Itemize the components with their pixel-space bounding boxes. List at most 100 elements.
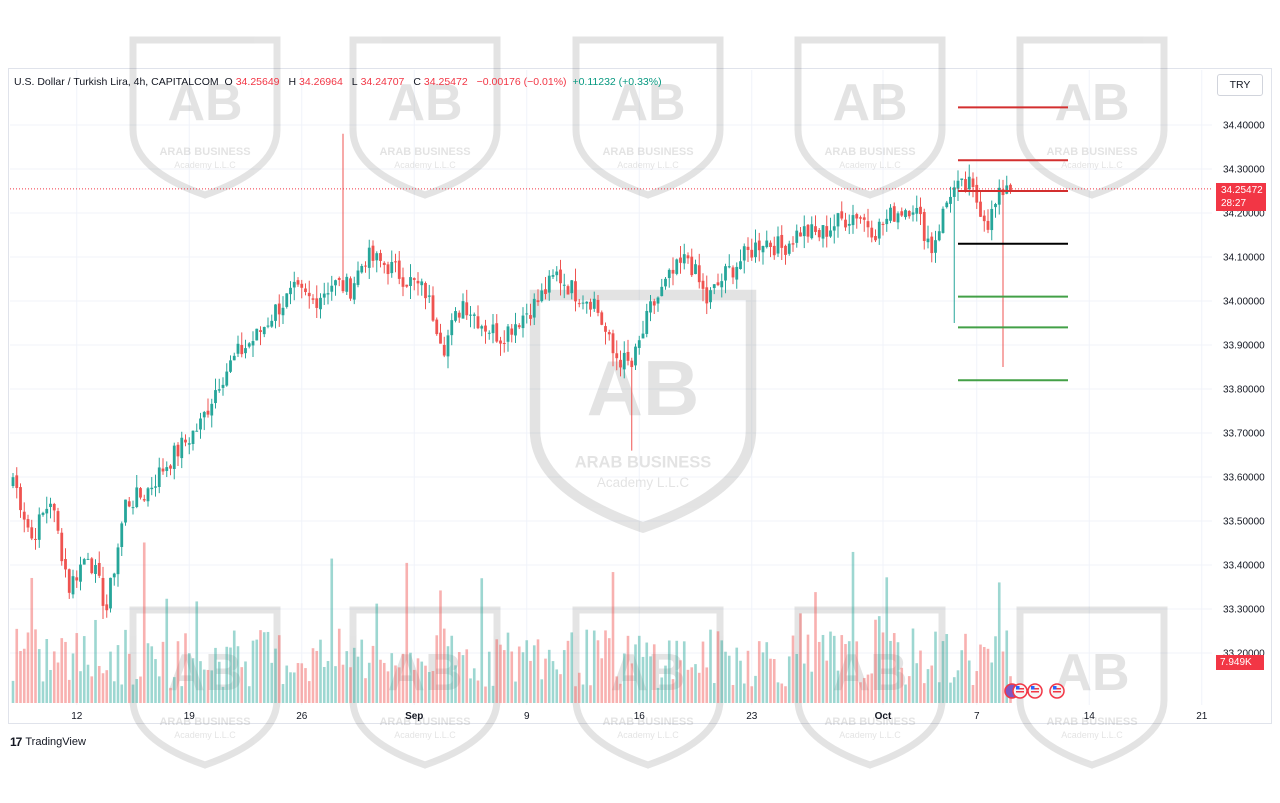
chart-frame[interactable] <box>8 68 1272 724</box>
watermark-subtitle: Academy L.L.C <box>839 730 901 740</box>
candle-body <box>589 301 592 310</box>
candle-body <box>322 293 326 298</box>
candle-body <box>746 246 750 250</box>
volume-bar <box>814 592 817 703</box>
volume-bar <box>881 632 885 703</box>
last-price-badge: 34.25472 28:27 <box>1216 183 1266 211</box>
y-axis[interactable]: 34.40000 34.30000 34.20000 34.10000 34.00000… <box>1223 121 1265 660</box>
candle-body <box>472 314 476 316</box>
candle-body <box>56 511 60 531</box>
volume-bar <box>1001 651 1005 703</box>
volume-bar <box>105 670 109 703</box>
candle-body <box>566 286 570 295</box>
candle-body <box>859 217 862 219</box>
candle-body <box>690 256 694 276</box>
volume-bar <box>847 641 851 703</box>
candle-body <box>375 253 379 261</box>
x-tick-label: Oct <box>875 711 892 722</box>
volume-bar <box>484 686 487 703</box>
currency-selector[interactable]: TRY <box>1217 74 1263 96</box>
volume-bar <box>825 660 829 703</box>
volume-bar <box>604 630 607 703</box>
candle-body <box>810 224 814 239</box>
candle-body <box>345 276 349 292</box>
volume-bar <box>41 681 45 703</box>
volume-bar <box>776 682 780 703</box>
candle-body <box>341 280 345 292</box>
volume-bar <box>30 577 34 703</box>
candle-body <box>1001 189 1005 196</box>
volume-bars <box>11 542 1012 703</box>
y-tick-label: 34.20000 <box>1223 209 1265 220</box>
candle-body <box>619 359 622 368</box>
volume-bar <box>22 648 26 703</box>
candle-body <box>585 301 589 304</box>
watermark-subtitle: Academy L.L.C <box>1061 160 1123 170</box>
volume-bar <box>802 663 806 703</box>
y-tick-label: 33.20000 <box>1223 649 1265 660</box>
volume-bar <box>637 635 641 703</box>
watermark-logo: AB ARAB BUSINESS Academy L.L.C <box>794 36 946 199</box>
candle-body <box>49 503 52 508</box>
volume-bar <box>900 667 904 703</box>
watermark-title: ARAB BUSINESS <box>602 146 693 158</box>
volume-bar <box>866 674 870 703</box>
volume-bar <box>154 659 157 703</box>
candle-body <box>637 340 641 348</box>
candle-body <box>292 281 296 288</box>
volume-bar <box>34 629 37 703</box>
symbol-legend[interactable]: U.S. Dollar / Turkish Lira, 4h, CAPITALC… <box>14 76 665 88</box>
candle-body <box>892 206 896 222</box>
candle-body <box>802 226 806 237</box>
candle-body <box>997 187 1001 205</box>
candle-body <box>139 488 142 498</box>
volume-bar <box>615 676 619 703</box>
watermark-subtitle: Academy L.L.C <box>394 730 456 740</box>
candle-body <box>645 310 649 334</box>
watermark-title: ARAB BUSINESS <box>379 716 470 728</box>
volume-bar <box>892 633 896 703</box>
horizontal-levels[interactable] <box>958 106 1068 382</box>
watermark-logo: AB ARAB BUSINESS Academy L.L.C <box>129 36 281 199</box>
x-axis[interactable]: 12 19 26 Sep 9 16 23 Oct 7 14 21 <box>71 711 1208 722</box>
candle-body <box>877 221 881 239</box>
candle-body <box>431 295 435 321</box>
candle-body <box>86 558 90 560</box>
volume-bar <box>142 542 146 703</box>
volume-bar <box>671 679 675 703</box>
volume-bar <box>656 687 660 703</box>
symbol-title[interactable]: U.S. Dollar / Turkish Lira, 4h, CAPITALC… <box>14 76 219 88</box>
candle-body <box>641 333 645 339</box>
volume-bar <box>405 562 409 703</box>
volume-bar <box>499 644 502 703</box>
candle-body <box>817 229 821 238</box>
watermark-title: ARAB BUSINESS <box>159 146 250 158</box>
volume-bar <box>315 650 319 703</box>
candle-body <box>315 298 319 308</box>
watermark-title: ARAB BUSINESS <box>824 146 915 158</box>
volume-bar <box>836 670 840 703</box>
volume-bar <box>664 665 667 703</box>
volume-bar <box>547 649 551 703</box>
candle-body <box>825 226 829 237</box>
volume-bar <box>904 684 907 703</box>
candle-body <box>532 298 536 318</box>
candle-body <box>232 355 236 361</box>
candle-body <box>562 284 566 286</box>
candle-body <box>780 234 784 248</box>
candle-body <box>885 218 889 225</box>
candle-body <box>442 344 446 356</box>
volume-bar <box>990 662 994 703</box>
volume-bar <box>292 672 296 703</box>
volume-bar <box>345 651 349 703</box>
event-markers[interactable] <box>1004 683 1065 699</box>
watermark-shield <box>794 606 946 769</box>
volume-bar <box>236 646 240 703</box>
volume-bar <box>772 659 776 703</box>
candle-body <box>454 311 457 321</box>
candle-body <box>596 299 600 313</box>
candle-body <box>574 281 577 302</box>
candle-body <box>349 278 352 299</box>
tradingview-logo[interactable]: 17 TradingView <box>10 735 86 749</box>
